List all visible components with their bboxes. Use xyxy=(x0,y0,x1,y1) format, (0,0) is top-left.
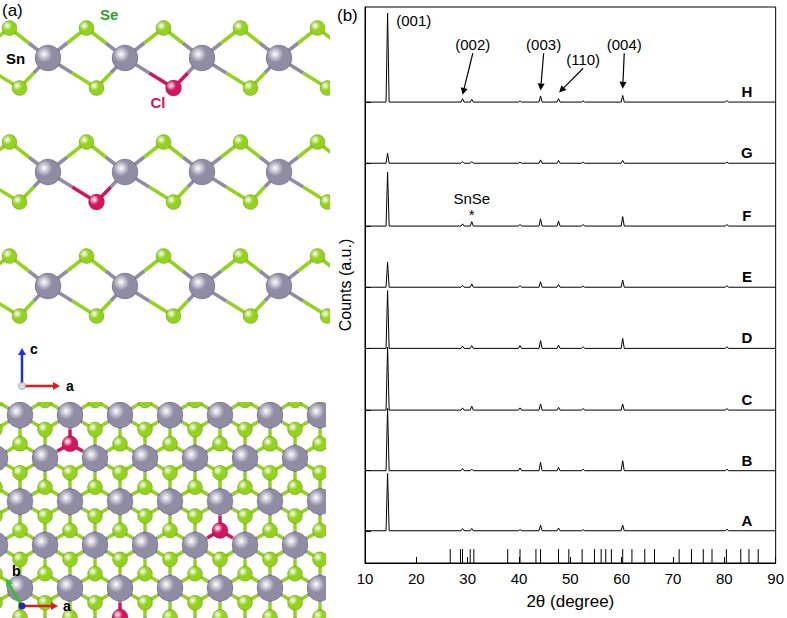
svg-text:H: H xyxy=(741,83,752,100)
svg-text:B: B xyxy=(741,452,752,469)
svg-text:60: 60 xyxy=(613,570,630,587)
svg-text:(a): (a) xyxy=(2,1,23,20)
svg-text:C: C xyxy=(741,391,752,408)
svg-text:(b): (b) xyxy=(337,6,358,25)
svg-text:40: 40 xyxy=(511,570,528,587)
svg-text:c: c xyxy=(30,341,38,357)
svg-text:2θ (degree): 2θ (degree) xyxy=(526,592,614,611)
svg-text:30: 30 xyxy=(459,570,476,587)
svg-text:90: 90 xyxy=(767,570,784,587)
svg-text:E: E xyxy=(742,268,752,285)
svg-text:(004): (004) xyxy=(607,36,642,53)
svg-text:(001): (001) xyxy=(396,12,431,29)
svg-text:(110): (110) xyxy=(566,51,600,68)
svg-text:(003): (003) xyxy=(526,36,561,53)
svg-text:80: 80 xyxy=(716,570,733,587)
svg-text:70: 70 xyxy=(665,570,682,587)
svg-text:a: a xyxy=(66,378,74,394)
svg-text:Cl: Cl xyxy=(151,94,166,111)
svg-text:b: b xyxy=(12,563,21,579)
svg-text:Counts (a.u.): Counts (a.u.) xyxy=(337,239,354,331)
svg-text:F: F xyxy=(742,207,751,224)
svg-text:(002): (002) xyxy=(455,36,490,53)
svg-text:SnSe: SnSe xyxy=(453,190,490,207)
svg-text:a: a xyxy=(63,598,71,614)
svg-text:10: 10 xyxy=(357,570,374,587)
svg-text:A: A xyxy=(741,512,752,529)
svg-text:50: 50 xyxy=(562,570,579,587)
svg-text:Sn: Sn xyxy=(6,50,25,67)
svg-text:G: G xyxy=(741,144,753,161)
svg-text:*: * xyxy=(469,206,475,223)
svg-text:20: 20 xyxy=(408,570,425,587)
svg-text:Se: Se xyxy=(100,6,118,23)
svg-text:D: D xyxy=(741,329,752,346)
